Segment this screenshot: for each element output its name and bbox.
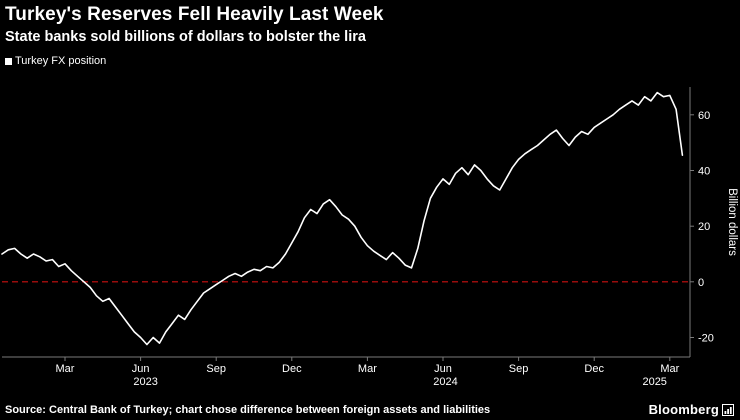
x-tick-label: Jun bbox=[434, 363, 452, 375]
x-tick-label: Dec bbox=[282, 363, 302, 375]
y-tick-label: 60 bbox=[698, 110, 710, 122]
x-tick-label: Mar bbox=[660, 363, 679, 375]
bloomberg-chart-icon bbox=[722, 403, 734, 416]
page-root: { "header": { "title": "Turkey's Reserve… bbox=[0, 4, 740, 420]
bloomberg-logo: Bloomberg bbox=[649, 402, 734, 417]
x-tick-label: Dec bbox=[584, 363, 604, 375]
y-tick-label: 40 bbox=[698, 166, 710, 178]
legend-marker-icon bbox=[5, 57, 12, 65]
footer: Source: Central Bank of Turkey; chart ch… bbox=[0, 402, 740, 417]
year-label: 2024 bbox=[433, 376, 457, 387]
x-tick-label: Mar bbox=[358, 363, 377, 375]
year-label: 2025 bbox=[642, 376, 666, 387]
bloomberg-wordmark: Bloomberg bbox=[648, 402, 719, 417]
year-label: 2023 bbox=[133, 376, 157, 387]
y-tick-label: 20 bbox=[698, 221, 710, 233]
source-note: Source: Central Bank of Turkey; chart ch… bbox=[5, 403, 491, 416]
chart-title: Turkey's Reserves Fell Heavily Last Week bbox=[5, 4, 384, 25]
y-tick-label: 0 bbox=[698, 277, 704, 289]
y-axis-title: Billion dollars bbox=[726, 188, 738, 256]
fx-position-line bbox=[1, 92, 684, 346]
chart-subtitle: State banks sold billions of dollars to … bbox=[5, 28, 366, 45]
y-tick-label: -20 bbox=[698, 333, 714, 345]
x-tick-label: Sep bbox=[206, 363, 226, 375]
x-tick-label: Mar bbox=[56, 363, 75, 375]
fx-line-chart: -20 0 20 40 60 Billion dollars Mar Jun Sep Dec Mar… bbox=[1, 87, 738, 387]
legend-label: Turkey FX position bbox=[15, 54, 107, 67]
legend: Turkey FX position bbox=[5, 55, 740, 67]
x-tick-label: Jun bbox=[132, 363, 150, 375]
x-tick-label: Sep bbox=[509, 363, 529, 375]
